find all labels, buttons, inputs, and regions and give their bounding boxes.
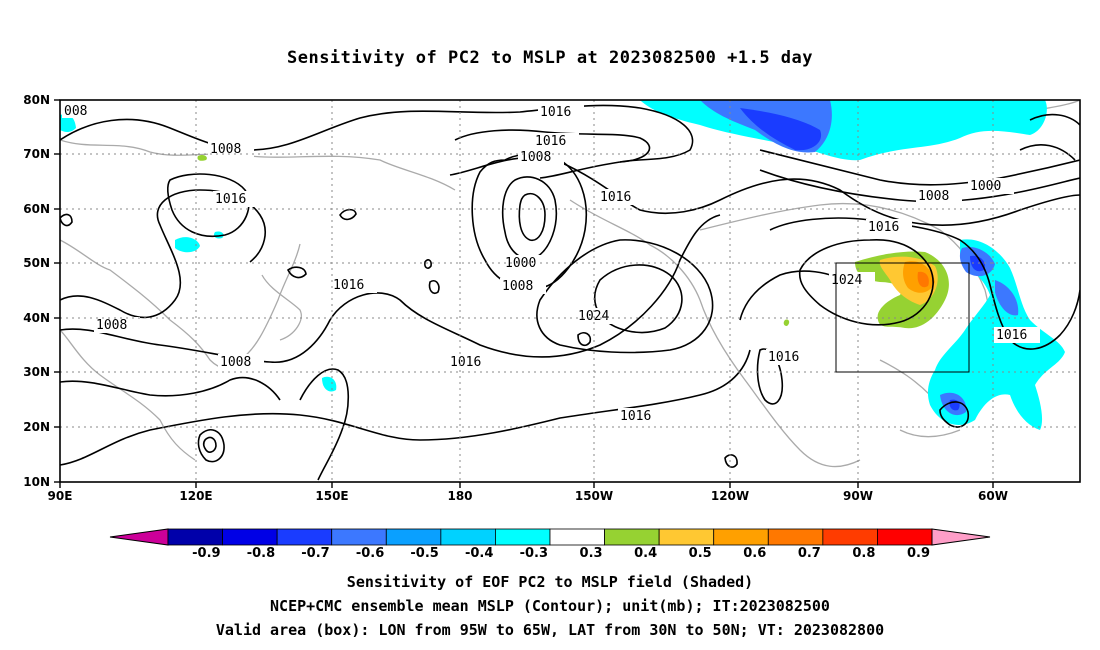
contour-label: 1016: [535, 134, 566, 149]
colorbar-swatch: [222, 528, 278, 546]
lon-label: 60W: [978, 489, 1008, 503]
contour-label: 1016: [600, 190, 631, 205]
map-frame: [59, 99, 1081, 483]
colorbar: -0.9 -0.8 -0.7 -0.6 -0.5 -0.4 -0.3 0.3 0.4 0.5 0.6…: [109, 528, 991, 561]
colorbar-label: 0.5: [689, 546, 712, 561]
colorbar-swatch: [713, 528, 769, 546]
contour-label: 1016: [868, 220, 899, 235]
contour-label: 1008: [210, 142, 241, 157]
lon-label: 120E: [179, 489, 212, 503]
colorbar-label: -0.6: [356, 546, 384, 561]
valid-area-box: [835, 262, 970, 373]
colorbar-swatch: [658, 528, 715, 546]
contour-label: 1008: [96, 318, 127, 333]
colorbar-label: 0.8: [852, 546, 875, 561]
colorbar-under-triangle: [109, 528, 169, 546]
colorbar-label: -0.3: [520, 546, 548, 561]
colorbar-label: -0.7: [301, 546, 329, 561]
latitude-labels: 80N 70N 60N 50N 40N 30N 20N 10N: [23, 93, 50, 489]
contour-label: 1008: [520, 150, 551, 165]
lat-label: 40N: [23, 311, 50, 325]
colorbar-swatch: [385, 528, 442, 546]
colorbar-label: 0.9: [907, 546, 930, 561]
colorbar-label: -0.9: [192, 546, 220, 561]
colorbar-swatch: [604, 528, 660, 546]
colorbar-swatch: [167, 528, 223, 546]
lat-label: 50N: [23, 256, 50, 270]
colorbar-label: 0.7: [798, 546, 821, 561]
axis-ticks: [54, 99, 994, 488]
colorbar-swatch: [877, 528, 933, 546]
lon-label: 150W: [575, 489, 613, 503]
contour-label: 1016: [540, 105, 571, 120]
contour-labels: 008 1008 1016 1016 1016 1008 1016 1000 1…: [62, 102, 1040, 424]
lat-label: 30N: [23, 365, 50, 379]
colorbar-swatch: [767, 528, 824, 546]
lon-label: 120W: [711, 489, 749, 503]
contour-label: 1008: [918, 189, 949, 204]
contour-label: 1016: [620, 409, 651, 424]
lon-label: 90E: [48, 489, 73, 503]
contour-label: 1016: [215, 192, 246, 207]
colorbar-swatch: [276, 528, 333, 546]
lat-label: 60N: [23, 202, 50, 216]
lat-label: 70N: [23, 147, 50, 161]
lat-label: 20N: [23, 420, 50, 434]
colorbar-swatch: [495, 528, 551, 546]
lat-lon-grid: [60, 100, 1080, 482]
map-area: 008 1008 1016 1016 1016 1008 1016 1000 1…: [60, 100, 1080, 482]
longitude-labels: 90E 120E 150E 180 150W 120W 90W 60W: [48, 489, 1008, 503]
contour-label: 1000: [505, 256, 536, 271]
caption-contour: NCEP+CMC ensemble mean MSLP (Contour); u…: [270, 597, 830, 615]
contour-label: 008: [64, 104, 87, 119]
colorbar-swatch: [440, 528, 496, 546]
colorbar-label: 0.6: [743, 546, 766, 561]
colorbar-over-triangle: [931, 528, 991, 546]
contour-label: 1016: [996, 328, 1027, 343]
colorbar-label: -0.5: [410, 546, 438, 561]
colorbar-label: -0.4: [465, 546, 493, 561]
colorbar-swatch: [549, 528, 605, 546]
lon-label: 180: [447, 489, 472, 503]
colorbar-swatch: [331, 528, 387, 546]
caption-valid-area: Valid area (box): LON from 95W to 65W, L…: [215, 621, 885, 639]
contour-label: 1024: [831, 273, 862, 288]
colorbar-label: 0.4: [634, 546, 657, 561]
contour-label: 1008: [502, 279, 533, 294]
contour-label: 1000: [970, 179, 1001, 194]
caption-shaded: Sensitivity of EOF PC2 to MSLP field (Sh…: [346, 573, 754, 591]
colorbar-swatch: [822, 528, 878, 546]
lon-label: 150E: [315, 489, 348, 503]
map-title: Sensitivity of PC2 to MSLP at 2023082500…: [286, 48, 813, 68]
lat-label: 80N: [23, 93, 50, 107]
colorbar-label: 0.3: [580, 546, 603, 561]
contour-label: 1016: [333, 278, 364, 293]
contour-label: 1016: [450, 355, 481, 370]
lon-label: 90W: [843, 489, 873, 503]
lat-label: 10N: [23, 475, 50, 489]
contour-label: 1008: [220, 355, 251, 370]
colorbar-label: -0.8: [247, 546, 275, 561]
contour-label: 1016: [768, 350, 799, 365]
